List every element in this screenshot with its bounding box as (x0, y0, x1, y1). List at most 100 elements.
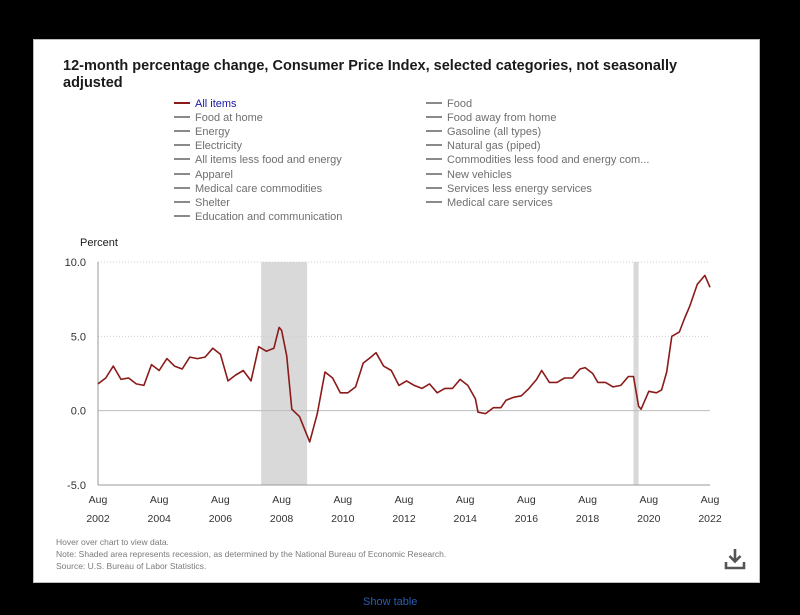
legend-swatch (426, 102, 442, 105)
legend-item[interactable]: Education and communication (174, 210, 342, 224)
x-tick-month: Aug (456, 494, 475, 506)
legend-item[interactable]: Gasoline (all types) (426, 125, 541, 139)
y-axis-label: Percent (80, 237, 118, 249)
data-point (235, 374, 237, 376)
legend-item[interactable]: Commodities less food and energy com... (426, 153, 649, 167)
gridlines: 10.0 5.0 0.0 -5.0 (65, 257, 710, 492)
x-tick-month: Aug (150, 494, 169, 506)
legend-swatch (426, 130, 442, 133)
x-tick-year: 2012 (392, 513, 416, 525)
legend-swatch (174, 144, 190, 147)
data-point (492, 406, 494, 408)
legend-swatch (174, 130, 190, 133)
data-point (500, 406, 502, 408)
data-point (219, 353, 221, 355)
legend-label: All items less food and energy (195, 154, 342, 167)
legend-item[interactable]: Food away from home (426, 111, 556, 125)
legend-item[interactable]: Food at home (174, 111, 263, 125)
data-point (120, 378, 122, 380)
data-point (212, 347, 214, 349)
data-point (298, 415, 300, 417)
data-point (584, 366, 586, 368)
data-point (354, 386, 356, 388)
data-point (648, 390, 650, 392)
data-point (709, 286, 711, 288)
data-point (678, 331, 680, 333)
legend-item[interactable]: Food (426, 97, 472, 111)
x-tick-month: Aug (517, 494, 536, 506)
legend-label: Food at home (195, 112, 263, 125)
data-point (112, 365, 114, 367)
legend-swatch (174, 158, 190, 161)
legend-item[interactable]: Shelter (174, 196, 230, 210)
data-point (597, 381, 599, 383)
data-point (291, 408, 293, 410)
y-tick-label: -5.0 (67, 480, 86, 492)
hover-note: Hover over chart to view data. (56, 537, 169, 547)
x-tick-year: 2020 (637, 513, 661, 525)
legend-label: Commodities less food and energy com... (447, 154, 650, 167)
legend-label: Food away from home (447, 112, 557, 125)
data-point (227, 380, 229, 382)
legend-item[interactable]: Medical care services (426, 196, 553, 210)
download-icon (724, 549, 746, 570)
x-tick-year: 2002 (86, 513, 110, 525)
data-point (612, 386, 614, 388)
legend-item[interactable]: All items (174, 97, 237, 111)
data-point (428, 383, 430, 385)
legend-item[interactable]: Medical care commodities (174, 182, 322, 196)
legend-swatch (426, 186, 442, 189)
legend-item[interactable]: Energy (174, 125, 230, 139)
data-point (459, 378, 461, 380)
data-point (347, 392, 349, 394)
data-point (273, 347, 275, 349)
data-point (477, 411, 479, 413)
legend-swatch (174, 186, 190, 189)
x-tick-month: Aug (89, 494, 108, 506)
data-point (316, 412, 318, 414)
x-tick-year: 2016 (515, 513, 539, 525)
data-point (704, 274, 706, 276)
y-tick-label: 5.0 (71, 331, 86, 343)
data-point (375, 351, 377, 353)
data-point (382, 365, 384, 367)
legend-item[interactable]: Services less energy services (426, 182, 592, 196)
legend-swatch (174, 116, 190, 119)
legend-item[interactable]: All items less food and energy (174, 153, 342, 167)
data-point (556, 381, 558, 383)
data-point (150, 363, 152, 365)
legend-swatch (426, 144, 442, 147)
data-point (204, 356, 206, 358)
legend-item[interactable]: New vehicles (426, 168, 512, 182)
data-point (655, 392, 657, 394)
data-point (541, 369, 543, 371)
x-tick-month: Aug (272, 494, 291, 506)
data-point (444, 387, 446, 389)
legend-label: Food (447, 98, 473, 110)
x-tick-year: 2018 (576, 513, 600, 525)
data-point (436, 392, 438, 394)
data-point (135, 383, 137, 385)
data-point (181, 368, 183, 370)
show-table-link[interactable]: Show table (363, 596, 418, 608)
recession-band (633, 262, 639, 485)
data-point (265, 350, 267, 352)
legend-label: Apparel (195, 168, 233, 181)
plot-area[interactable]: 10.0 5.0 0.0 -5.0 Aug 2002 Aug 2004 Aug 2006 Aug 2… (34, 40, 761, 540)
data-point (189, 356, 191, 358)
data-point (286, 354, 288, 356)
data-point (280, 329, 282, 331)
y-tick-label: 0.0 (71, 406, 86, 418)
legend-item[interactable]: Electricity (174, 139, 242, 153)
x-tick-month: Aug (333, 494, 352, 506)
legend-item[interactable]: Natural gas (piped) (426, 139, 541, 153)
data-point (278, 326, 280, 328)
recession-shading (261, 262, 639, 485)
data-point (196, 357, 198, 359)
data-point (413, 384, 415, 386)
legend-swatch (426, 172, 442, 175)
download-button[interactable] (722, 546, 748, 572)
data-point (398, 384, 400, 386)
legend-item[interactable]: Apparel (174, 168, 233, 182)
legend-label: Energy (195, 126, 230, 139)
